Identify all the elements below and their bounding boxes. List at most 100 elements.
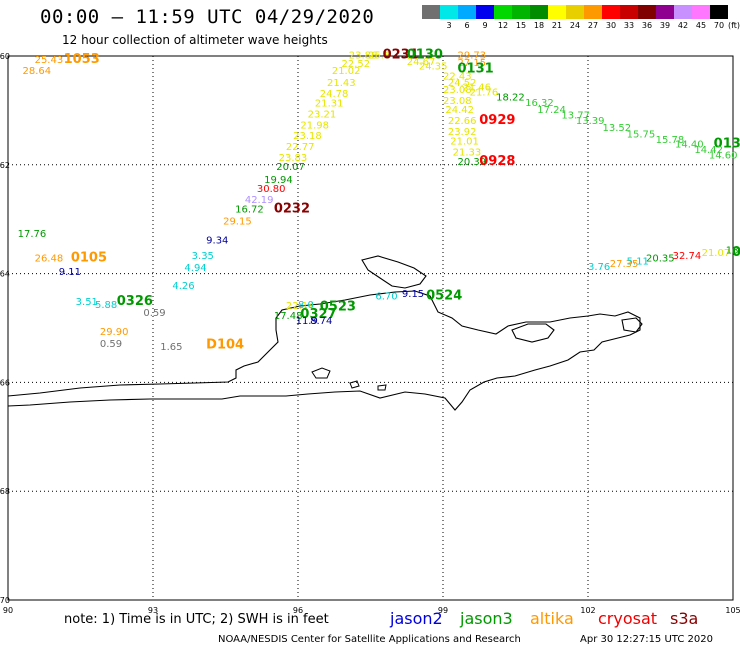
scale-swatch xyxy=(584,5,602,19)
wave-height-color-scale: 3 6 9 12 15 18 21 24 27 30 33 36 39 42 45 70 xyxy=(422,5,728,30)
wave-height-label: 23.18 xyxy=(293,131,322,142)
wave-height-label: 17.76 xyxy=(18,229,47,240)
scale-label: 27 xyxy=(587,21,599,30)
wave-height-label: 11.9 xyxy=(296,316,318,327)
pass-time-label: 0231 xyxy=(383,48,419,63)
ice-shelf-island-outline xyxy=(361,255,427,289)
scale-swatch xyxy=(638,5,656,19)
wave-height-label: 3.51 xyxy=(76,297,98,308)
scale-swatch xyxy=(566,5,584,19)
wave-height-label: 21.98 xyxy=(300,120,329,131)
scale-label: 9 xyxy=(482,21,488,30)
wave-height-label: 0.59 xyxy=(143,308,165,319)
pass-time-label: 0130 xyxy=(407,48,443,63)
wave-height-label: 0.59 xyxy=(100,339,122,350)
scale-swatch xyxy=(656,5,674,19)
wave-height-label: 22.77 xyxy=(286,142,315,153)
wave-height-label: 24.78 xyxy=(320,89,349,100)
wave-height-label: 21.43 xyxy=(327,78,356,89)
wave-height-label: 16.32 xyxy=(525,98,554,109)
pass-time-label: 0105 xyxy=(71,251,107,266)
wave-height-label: 8.74 xyxy=(310,316,332,327)
wave-height-label: 22.52 xyxy=(342,59,371,70)
longitude-tick-label: 105 xyxy=(725,606,740,615)
wave-height-label: 1.65 xyxy=(160,342,182,353)
longitude-tick-label: 90 xyxy=(3,606,13,615)
latitude-tick-label: -64 xyxy=(0,270,10,279)
wave-height-label: 32.74 xyxy=(673,251,702,262)
scale-label: 15 xyxy=(515,21,527,30)
scale-swatch xyxy=(476,5,494,19)
wave-height-label: 4.26 xyxy=(172,281,194,292)
wave-height-label: 25.43 xyxy=(35,55,64,66)
wave-height-label: 21.02 xyxy=(332,66,361,77)
wave-height-label: 5.88 xyxy=(95,300,117,311)
scale-swatch xyxy=(548,5,566,19)
wave-height-label: 27.35 xyxy=(610,259,639,270)
wave-height-label: 13.39 xyxy=(576,116,605,127)
wave-height-label: 14.42 xyxy=(694,145,723,156)
scale-label: 6 xyxy=(464,21,470,30)
wave-height-label: 21.31 xyxy=(315,99,344,110)
pass-time-label: 0326 xyxy=(117,294,153,309)
map-subtitle: 12 hour collection of altimeter wave hei… xyxy=(62,33,328,47)
wave-height-label: 5.11 xyxy=(627,256,649,267)
pass-time-label: D104 xyxy=(206,338,244,353)
wave-height-label: 42.19 xyxy=(245,195,274,206)
scale-swatch xyxy=(422,5,440,19)
wave-height-label: 22.43 xyxy=(443,71,472,82)
wave-height-label: 21.76 xyxy=(470,88,499,99)
color-scale-swatches xyxy=(422,5,728,19)
scale-label: 3 xyxy=(446,21,452,30)
pass-time-label: 0929 xyxy=(479,113,515,128)
longitude-tick-label: 96 xyxy=(293,606,303,615)
wave-height-label: 24.42 xyxy=(445,105,474,116)
wave-height-label: 13.52 xyxy=(603,123,632,134)
generated-timestamp: Apr 30 12:27:15 UTC 2020 xyxy=(580,634,713,645)
wave-height-label: 23.86 xyxy=(349,51,378,62)
footer-note: note: 1) Time is in UTC; 2) SWH is in fe… xyxy=(64,612,329,627)
island-outline xyxy=(311,367,331,379)
scale-label: 24 xyxy=(569,21,581,30)
latitude-tick-label: -68 xyxy=(0,487,10,496)
scale-swatch xyxy=(530,5,548,19)
wave-height-label: 17.24 xyxy=(537,105,566,116)
pass-time-label: 0523 xyxy=(320,300,356,315)
wave-height-label: 23.08 xyxy=(443,96,472,107)
pass-time-label: 0131 xyxy=(458,61,494,76)
wave-height-label: 20.39 xyxy=(458,157,487,168)
scale-label: 36 xyxy=(641,21,653,30)
wave-height-label: 23.08 xyxy=(443,85,472,96)
map-frame xyxy=(7,55,734,601)
wave-height-label: 22.14 xyxy=(286,301,315,312)
island-outline xyxy=(349,380,360,389)
wave-height-label: 29.90 xyxy=(100,327,129,338)
longitude-tick-label: 93 xyxy=(148,606,158,615)
wave-height-label: 21.01 xyxy=(450,137,479,148)
pass-time-label: 1053 xyxy=(64,52,100,67)
wave-height-label: 25.6 xyxy=(368,51,390,62)
wave-height-label: 9.11 xyxy=(59,267,81,278)
wave-height-label: 30.80 xyxy=(257,184,286,195)
wave-height-label: 17.48 xyxy=(274,311,303,322)
wave-height-label: 24.67 xyxy=(407,57,436,68)
scale-label: 42 xyxy=(677,21,689,30)
wave-height-label: 29.15 xyxy=(223,217,252,228)
wave-height-label: 14.40 xyxy=(675,139,704,150)
scale-swatch xyxy=(692,5,710,19)
scale-swatch xyxy=(494,5,512,19)
pass-time-label: 0132 xyxy=(714,136,740,151)
wave-height-label: 23.21 xyxy=(308,109,337,120)
wave-height-label: 15.75 xyxy=(627,130,656,141)
scale-label: 12 xyxy=(497,21,509,30)
longitude-tick-label: 102 xyxy=(580,606,595,615)
satellite-legend-entry: jason3 xyxy=(460,609,513,628)
scale-swatch xyxy=(440,5,458,19)
scale-label: 30 xyxy=(605,21,617,30)
pass-time-label: 0928 xyxy=(479,154,515,169)
wave-height-label: 24.52 xyxy=(448,78,477,89)
scale-label: 39 xyxy=(659,21,671,30)
wave-height-label: 15.78 xyxy=(656,135,685,146)
wave-height-label: 29.73 xyxy=(458,51,487,62)
scale-swatch xyxy=(674,5,692,19)
